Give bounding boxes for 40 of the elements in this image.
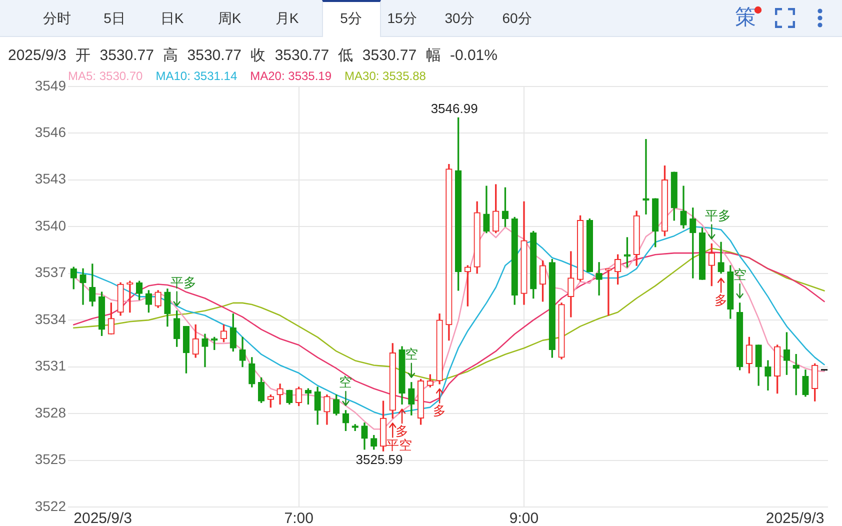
y-tick-label: 3531 [34,358,66,374]
y-tick-label: 3546 [34,124,66,140]
text: 60分 [501,9,533,28]
text: MA20: 3535.19 [250,69,332,83]
x-tick-label: 9:00 [509,510,539,526]
annotation: 空 [733,267,746,282]
y-tick-label: 3549 [34,77,66,94]
y-tick-label: 3534 [34,310,66,327]
text: 15分 [386,9,418,28]
annotation: 3546.99 [430,100,478,116]
annotation: 3525.59 [356,452,403,468]
text: 5分 [322,0,380,37]
y-tick-label: 3528 [34,404,66,420]
text: 30分 [444,9,476,28]
annotation: 多 [714,292,728,308]
annotation: 多 [433,403,446,418]
text: 月K [274,9,300,28]
x-tick-label: 7:00 [284,510,314,526]
y-tick-label: 3522 [34,498,66,514]
text: 5日 [102,9,126,28]
annotation: 平多 [705,208,732,223]
y-tick-label: 3525 [34,451,66,468]
annotation: 平空 [386,437,412,452]
y-tick-label: 3540 [34,217,66,234]
text: 周K [216,9,242,28]
y-tick-label: 3543 [34,170,66,187]
text: 策 [735,6,756,30]
annotation: 空 [339,374,352,390]
y-tick-label: 3537 [34,264,66,280]
text: MA10: 3531.14 [156,69,238,83]
text: 日K [159,9,185,28]
x-tick-label: 2025/9/3 [74,510,132,526]
chart-subtitle: 2025/9/3 开 3530.77 高 3530.77 收 3530.77 低 3530.77 幅 -0.01% [8,47,498,65]
text: MA5: 3530.70 [68,69,143,83]
annotation: 多 [396,423,409,438]
text: MA30: 3535.88 [344,69,426,83]
annotation: 平多 [170,274,196,290]
annotation: 空 [404,346,418,362]
x-tick-label: 2025/9/3 [766,510,824,526]
text: 分时 [42,9,72,28]
